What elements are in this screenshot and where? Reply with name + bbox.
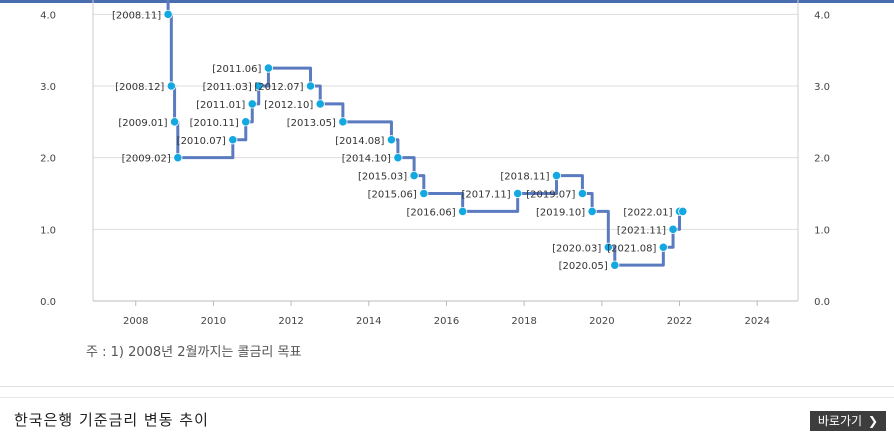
data-label: [2010.07] [177,136,226,147]
data-point [163,9,173,19]
data-label: [2011.01] [196,100,245,111]
data-point [658,242,668,252]
data-label: [2020.03] [552,243,601,254]
x-tick-label: 2022 [667,316,692,327]
data-point [173,153,183,163]
data-point [393,153,403,163]
data-point [228,135,238,145]
data-label: [2022.01] [623,207,672,218]
chevron-right-icon: ❯ [868,414,879,428]
x-tick-label: 2008 [123,316,148,327]
interest-rate-chart: 0.0 0.0 1.0 1.0 2.0 2.0 3.0 3.0 4.0 4.0 2008 2010 20… [40,0,830,327]
data-label: [2009.01] [118,118,167,129]
x-tick-label: 2024 [744,316,769,327]
data-label: [2014.08] [335,136,384,147]
data-label: [2015.06] [368,190,417,201]
data-point [386,135,397,145]
chart-footnote: 주 : 1) 2008년 2월까지는 콜금리 목표 [86,345,302,360]
data-label: [2010.11] [190,118,239,129]
y-tick-label-right: 2.0 [814,154,830,165]
data-label: [2012.07] [254,82,303,93]
data-point [577,188,588,199]
data-label: [2015.03] [358,172,407,183]
data-label: [2014.10] [342,154,391,165]
x-tick-label: 2014 [356,316,381,327]
data-label: [2011.03] [203,82,252,93]
data-point [305,81,316,91]
y-tick-label-right: 0.0 [814,297,830,308]
goto-button[interactable]: 바로가기 ❯ [810,411,886,431]
top-border [0,0,894,3]
data-point [610,260,620,270]
y-tick-label-right: 1.0 [814,225,830,236]
section-title: 한국은행 기준금리 변동 추이 [14,411,209,429]
data-label: [2008.11] [112,10,161,21]
data-point [166,81,176,91]
section-divider-2 [0,397,894,398]
x-tick-label: 2016 [434,316,459,327]
y-tick-label-right: 4.0 [814,10,830,21]
x-tick-label: 2020 [589,316,614,327]
data-label: [2017.11] [462,190,511,201]
y-tick-label: 3.0 [40,82,56,93]
data-label: [2012.10] [264,100,313,111]
x-tick-label: 2018 [511,316,536,327]
data-point [551,170,562,181]
data-label: [2021.08] [607,243,656,254]
data-point [603,242,613,252]
y-tick-label: 1.0 [40,225,56,236]
x-tick-label: 2010 [201,316,226,327]
data-label: [2021.11] [617,225,666,236]
data-label: [2009.02] [122,154,171,165]
series-line [166,0,683,267]
section-divider [0,386,894,387]
data-point [409,170,419,181]
goto-button-label: 바로가기 [817,414,863,428]
data-point [263,63,274,73]
data-label: [2019.07] [526,190,575,201]
data-label: [2019.10] [536,207,585,218]
data-point [241,117,251,127]
y-tick-label: 2.0 [40,154,56,165]
data-label: [2016.06] [406,207,455,218]
y-tick-label: 0.0 [40,297,56,308]
data-point [458,206,468,217]
data-point [247,99,257,109]
data-label: [2011.06] [212,64,261,75]
y-tick-label: 4.0 [40,10,56,21]
data-point [668,224,678,234]
data-point [169,117,180,127]
data-label: [2018.11] [500,172,549,183]
y-tick-label-right: 3.0 [814,82,830,93]
data-point [678,206,688,217]
data-point [315,99,325,109]
data-label: [2013.05] [287,118,336,129]
data-label: [2020.05] [559,261,608,272]
data-point [338,117,348,127]
data-point [513,188,523,199]
x-tick-label: 2012 [278,316,303,327]
data-label: [2008.12] [115,82,164,93]
data-point [254,81,264,91]
data-point [587,206,597,217]
data-point [419,188,429,199]
